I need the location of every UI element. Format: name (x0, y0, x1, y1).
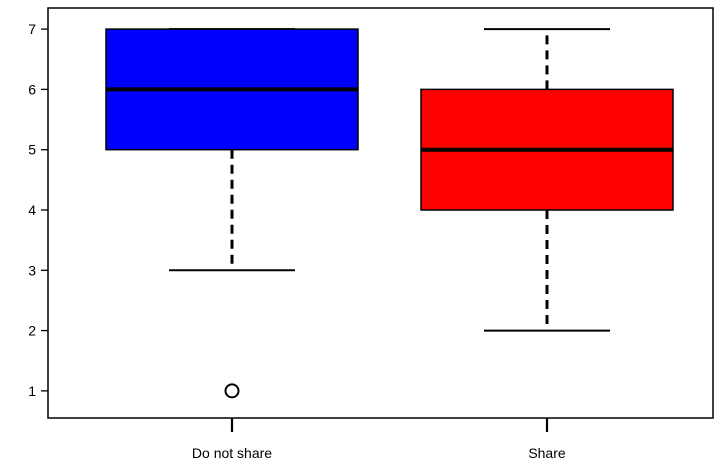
plot-frame (47, 7, 714, 419)
y-tick-label: 4 (28, 202, 36, 218)
y-tick-label: 2 (28, 323, 36, 339)
y-tick-label: 1 (28, 383, 36, 399)
y-tick-label: 3 (28, 262, 36, 278)
y-tick-label: 5 (28, 142, 36, 158)
box-group (105, 28, 359, 399)
outlier-point (224, 383, 240, 399)
x-axis: Do not share Share (192, 418, 566, 461)
x-tick-label: Do not share (192, 445, 272, 461)
y-axis: 1 2 3 4 5 6 7 (28, 21, 48, 399)
box-group (420, 28, 674, 332)
y-tick-label: 7 (28, 21, 36, 37)
boxes (105, 28, 674, 399)
x-tick-label: Share (528, 445, 566, 461)
y-tick-label: 6 (28, 81, 36, 97)
